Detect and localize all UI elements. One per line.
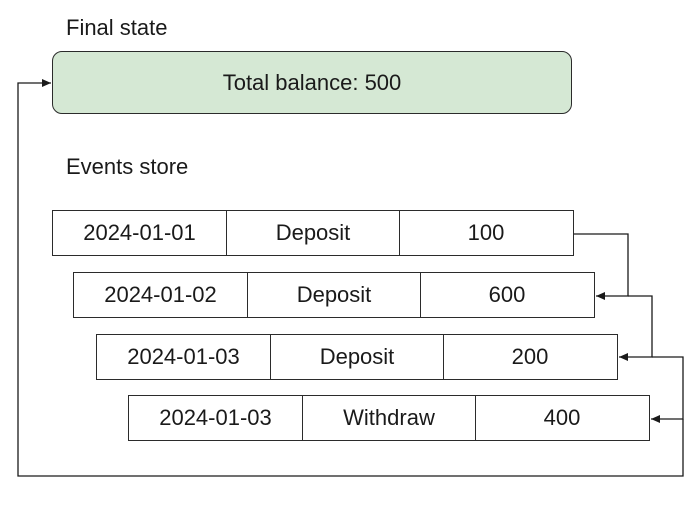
event-amount: 600	[420, 273, 593, 317]
event-amount: 400	[475, 396, 648, 440]
event-amount: 100	[399, 211, 572, 255]
total-balance-text: Total balance: 500	[222, 69, 402, 95]
connector-event3-to-event4	[651, 356, 684, 423]
event-type: Deposit	[270, 335, 443, 379]
connector-event1-to-event2	[574, 233, 629, 300]
event-date: 2024-01-02	[104, 282, 217, 307]
events-store-heading: Events store	[66, 154, 189, 179]
connector-event2-to-event3	[619, 295, 653, 361]
event-type: Withdraw	[302, 396, 475, 440]
event-type: Deposit	[226, 211, 399, 255]
final-state-heading: Final state	[66, 15, 168, 40]
event-date: 2024-01-01	[83, 220, 196, 245]
event-row: 2024-01-03 Withdraw 400	[128, 395, 650, 441]
event-date: 2024-01-03	[127, 344, 240, 369]
event-amount: 200	[443, 335, 616, 379]
event-row: 2024-01-03 Deposit 200	[96, 334, 618, 380]
event-date: 2024-01-03	[159, 405, 272, 430]
event-type: Deposit	[247, 273, 420, 317]
connector-events-to-final-state	[17, 79, 684, 477]
event-row: 2024-01-02 Deposit 600	[73, 272, 595, 318]
event-row: 2024-01-01 Deposit 100	[52, 210, 574, 256]
total-balance-box: Total balance: 500	[52, 51, 572, 114]
